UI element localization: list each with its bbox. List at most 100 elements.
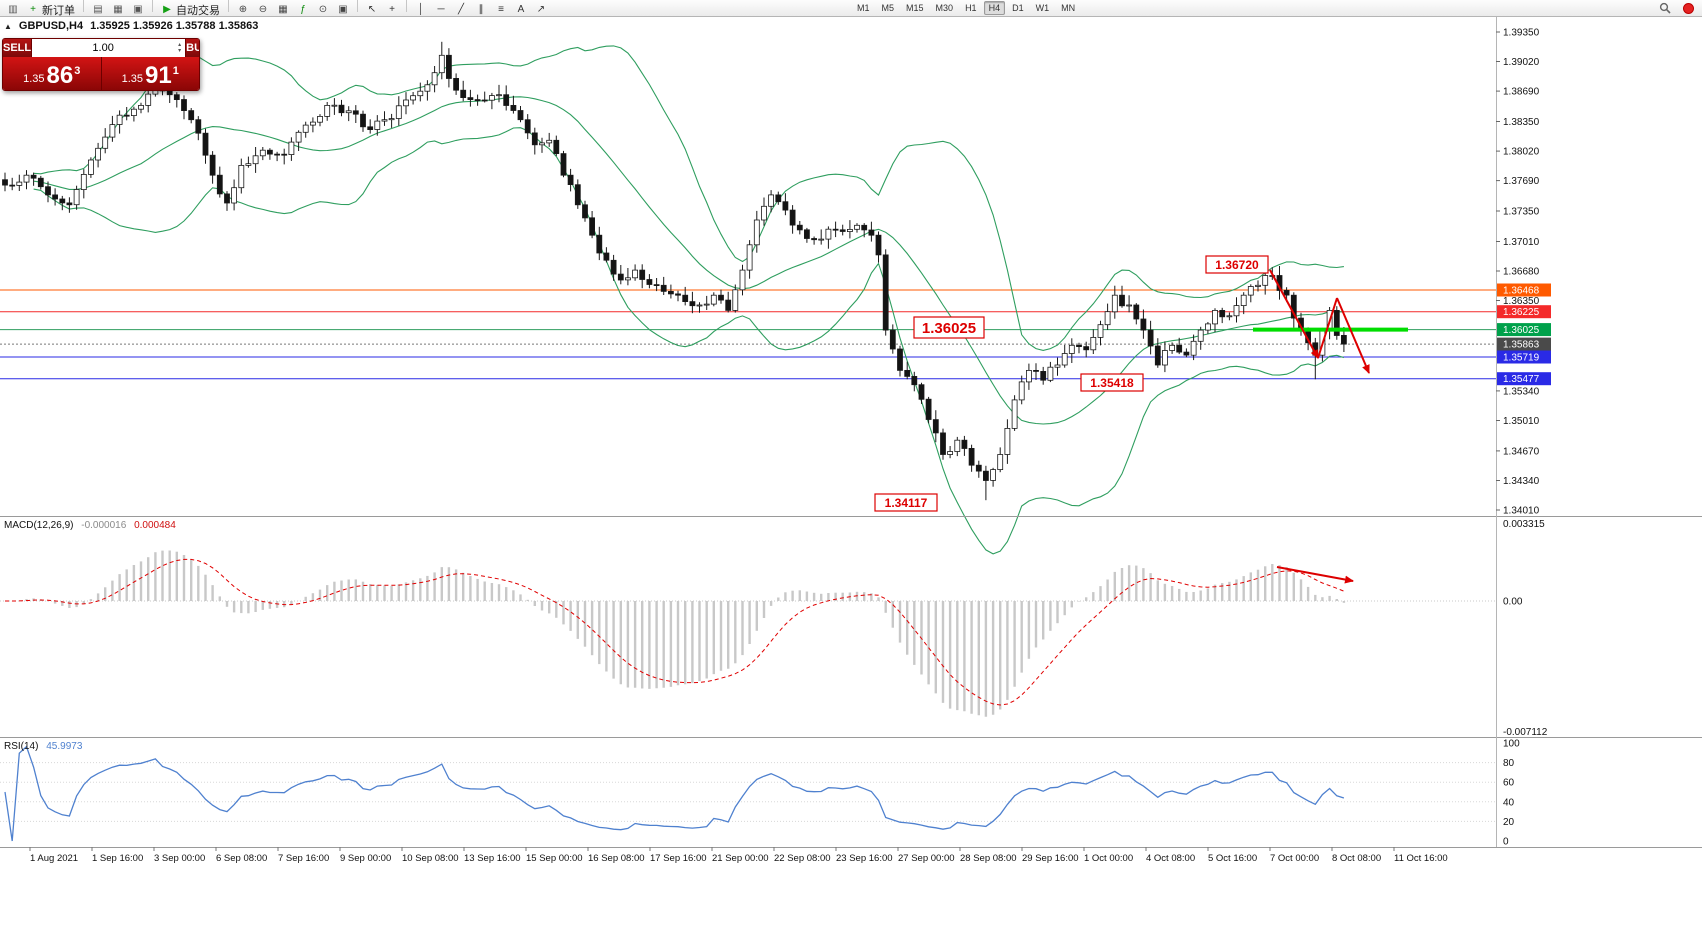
- candle: [1104, 311, 1111, 326]
- candle: [467, 97, 474, 100]
- price-annotation-box[interactable]: [1080, 373, 1144, 392]
- candle: [209, 154, 216, 176]
- cursor-button[interactable]: ↖: [363, 2, 381, 17]
- timeframe-h1-button[interactable]: H1: [965, 3, 977, 13]
- macd-scale-label: -0.007112: [1503, 727, 1548, 738]
- sell-button[interactable]: SELL: [3, 39, 32, 57]
- sell-price[interactable]: 1.35 86 3: [3, 57, 101, 90]
- annotations[interactable]: 1.36720 1.36025 1.35418 1.34117: [874, 255, 1269, 512]
- rsi-scale[interactable]: 100 80 60 40 20 0: [1503, 739, 1520, 848]
- candle: [531, 132, 538, 146]
- timeframe-m30-button[interactable]: M30: [935, 3, 954, 13]
- text-icon: A: [517, 3, 525, 15]
- price-badge: [1497, 337, 1551, 351]
- buy-price-big: 91: [145, 62, 172, 89]
- trendline-button[interactable]: ╱: [452, 2, 470, 17]
- rsi-line: [4, 745, 1345, 842]
- autotrading-button[interactable]: ▶ 自动交易: [158, 2, 223, 17]
- fibonacci-button[interactable]: ≡: [492, 2, 510, 17]
- zoom-out-button[interactable]: ⊖: [254, 2, 272, 17]
- crosshair-button[interactable]: +: [383, 2, 401, 17]
- horizontal-line-button[interactable]: ─: [432, 2, 450, 17]
- tile-windows-button[interactable]: ▦: [274, 2, 292, 17]
- candle: [911, 375, 918, 386]
- notification-badge[interactable]: [1683, 2, 1694, 14]
- profiles-button[interactable]: ▦: [109, 2, 127, 17]
- indicators-button[interactable]: ƒ: [294, 2, 312, 17]
- candle: [560, 153, 567, 176]
- timeframe-m15-button[interactable]: M15: [906, 3, 924, 13]
- volume-spinner[interactable]: ▴ ▾: [174, 42, 185, 54]
- search-button[interactable]: [1656, 1, 1674, 16]
- one-click-divider: [100, 57, 102, 90]
- timeframe-m1-button[interactable]: M1: [857, 3, 870, 13]
- candle: [1255, 284, 1261, 287]
- candle: [1004, 427, 1011, 455]
- drawn-arrow[interactable]: [1276, 566, 1354, 584]
- candle: [1090, 336, 1097, 351]
- candle: [130, 108, 137, 116]
- volume-up-icon[interactable]: ▴: [178, 42, 182, 48]
- candle: [295, 131, 302, 143]
- macd-signal-value: 0.000484: [134, 520, 176, 531]
- candle: [88, 159, 94, 175]
- new-order-button[interactable]: + 新订单: [24, 2, 78, 17]
- chart-type-icon: ▥: [8, 3, 18, 15]
- toolbar-separator: [152, 0, 153, 12]
- chart-svg[interactable]: 1.36720 1.36025 1.35418 1.34117 1.39350 1.390…: [0, 17, 1702, 938]
- channel-button[interactable]: ∥: [472, 2, 490, 17]
- drawn-arrow[interactable]: [1269, 269, 1319, 359]
- candles: [2, 41, 1347, 501]
- periods-button[interactable]: ⊙: [314, 2, 332, 17]
- candle: [689, 301, 696, 307]
- timeframe-h4-button[interactable]: H4: [983, 1, 1006, 15]
- chart-canvas[interactable]: 1.36720 1.36025 1.35418 1.34117 1.39350 1.390…: [0, 17, 1702, 938]
- candle: [574, 184, 581, 206]
- timeframe-m5-button[interactable]: M5: [881, 3, 895, 13]
- vertical-line-button[interactable]: │: [412, 2, 430, 17]
- new-chart-button[interactable]: ▤: [89, 2, 107, 17]
- price-scale[interactable]: 1.39350 1.39020 1.38690 1.38350 1.38020 1.376…: [1496, 28, 1551, 517]
- drawn-arrow[interactable]: [1317, 297, 1338, 359]
- candle: [445, 54, 452, 79]
- rsi-name: RSI(14): [4, 741, 39, 752]
- buy-price-pip: 1: [172, 65, 179, 77]
- macd-scale[interactable]: 0.003315 0.00 -0.007112: [1503, 519, 1548, 738]
- chart-type-button[interactable]: ▥: [4, 2, 22, 17]
- zoom-in-button[interactable]: ⊕: [234, 2, 252, 17]
- candle: [352, 110, 359, 115]
- macd-indicator-label: MACD(12,26,9) -0.000016 0.000484: [4, 520, 176, 531]
- timeframe-d1-button[interactable]: D1: [1012, 3, 1024, 13]
- candle: [1126, 304, 1132, 307]
- price-annotation-box[interactable]: [913, 316, 985, 339]
- arrows-button[interactable]: ↗: [532, 2, 550, 17]
- candle: [839, 229, 846, 232]
- candle: [703, 303, 710, 306]
- buy-price[interactable]: 1.35 91 1: [102, 57, 200, 90]
- price-scale-label: 1.39020: [1503, 57, 1540, 68]
- price-annotation-box[interactable]: [874, 493, 938, 512]
- text-button[interactable]: A: [512, 2, 530, 17]
- candle: [59, 198, 66, 204]
- templates-button[interactable]: ▣: [334, 2, 352, 17]
- candle: [324, 105, 331, 117]
- volume-input[interactable]: [32, 39, 175, 57]
- time-axis-label: 22 Sep 08:00: [774, 853, 831, 864]
- autotrading-icon: ▶: [163, 3, 171, 15]
- symbol-header: ▲ GBPUSD,H4 1.35925 1.35926 1.35788 1.35…: [4, 20, 258, 32]
- candle: [804, 229, 810, 239]
- drawn-arrow[interactable]: [1336, 297, 1370, 374]
- price-annotation-box[interactable]: [1205, 255, 1269, 274]
- horizontal-lines[interactable]: [0, 289, 1496, 380]
- time-axis[interactable]: 1 Aug 2021 1 Sep 16:00 3 Sep 00:00 6 Sep 08…: [29, 847, 1448, 864]
- timeframe-w1-button[interactable]: W1: [1035, 3, 1050, 13]
- timeframe-mn-button[interactable]: MN: [1061, 3, 1076, 13]
- volume-field[interactable]: ▴ ▾: [31, 39, 187, 57]
- symbol-title: GBPUSD,H4: [18, 20, 84, 32]
- buy-button[interactable]: BUY: [186, 39, 199, 57]
- volume-down-icon[interactable]: ▾: [178, 48, 182, 54]
- market-watch-button[interactable]: ▣: [129, 2, 147, 17]
- new-chart-icon: ▤: [93, 3, 103, 15]
- price-badge: [1497, 372, 1551, 386]
- price-badge: [1497, 283, 1551, 297]
